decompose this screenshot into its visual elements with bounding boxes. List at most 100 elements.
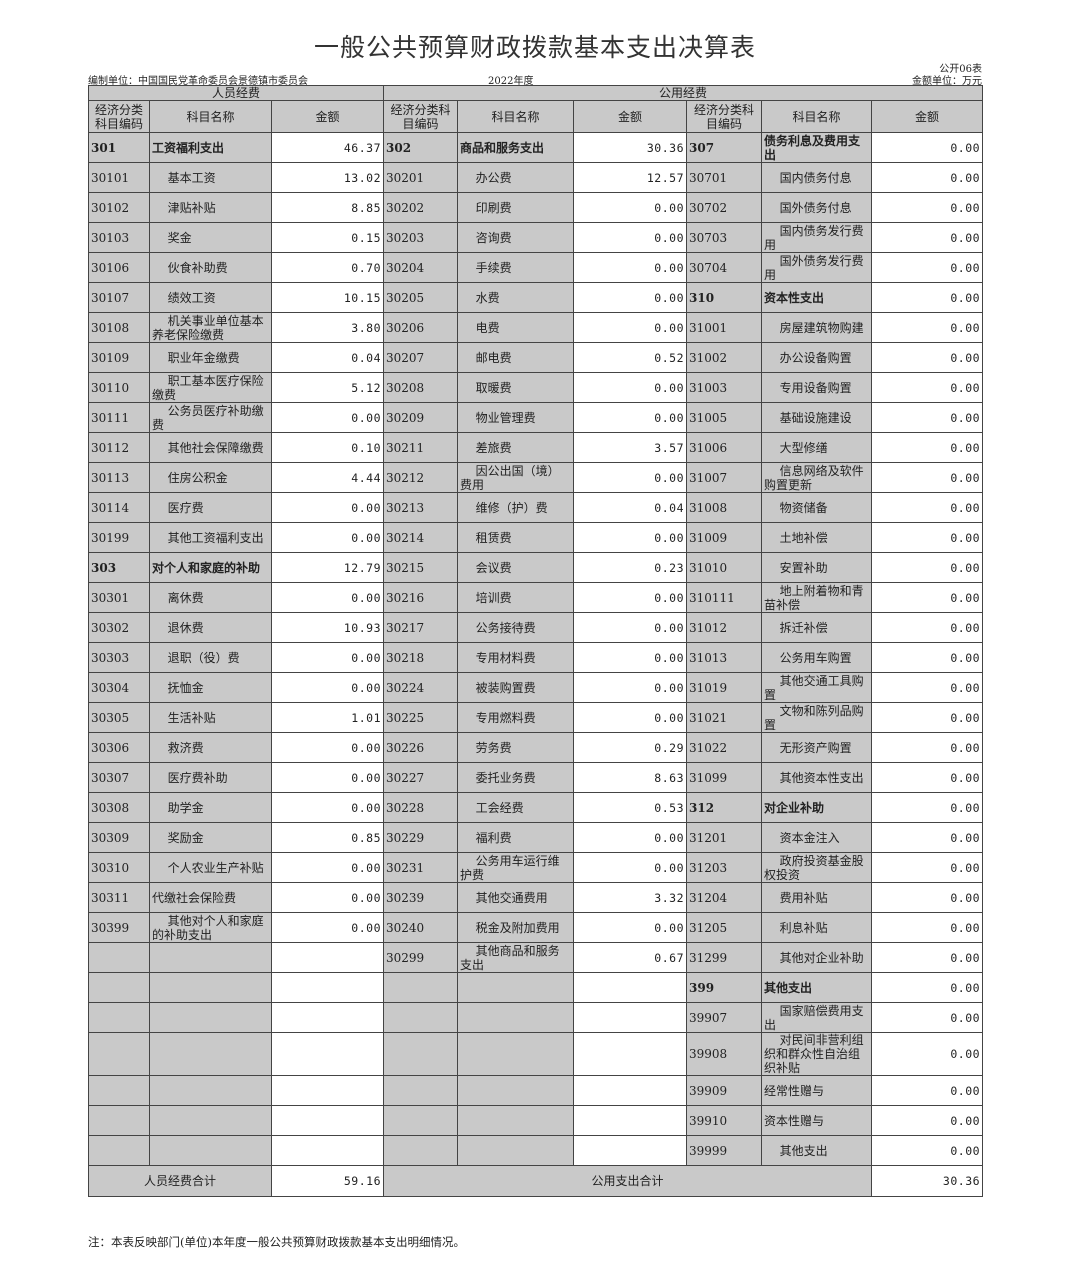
public-total-amount: 30.36 [870, 1165, 984, 1197]
item-name: 退职（役）费 [149, 642, 272, 673]
item-name: 物资储备 [761, 492, 872, 523]
item-name: 生活补贴 [149, 702, 272, 733]
item-code: 312 [686, 792, 762, 823]
item-amount: 0.00 [870, 402, 984, 433]
col-header-code: 经济分类科目编码 [88, 100, 150, 133]
item-name: 公务接待费 [457, 612, 574, 643]
item-code: 30228 [383, 792, 458, 823]
item-amount: 0.00 [573, 912, 687, 943]
item-amount: 0.00 [870, 852, 984, 883]
item-code: 30240 [383, 912, 458, 943]
item-code: 30216 [383, 582, 458, 613]
item-amount: 0.00 [271, 642, 384, 673]
item-name: 培训费 [457, 582, 574, 613]
item-code: 31003 [686, 372, 762, 403]
item-name: 费用补贴 [761, 882, 872, 913]
item-code: 30203 [383, 222, 458, 253]
item-amount: 0.00 [271, 792, 384, 823]
item-amount: 3.80 [271, 312, 384, 343]
item-code [88, 1105, 150, 1136]
item-code: 310 [686, 282, 762, 313]
item-amount: 0.00 [573, 462, 687, 493]
table-row: 399 其他支出 0.00 [88, 972, 984, 1003]
item-amount: 0.00 [870, 672, 984, 703]
item-code: 31205 [686, 912, 762, 943]
item-name: 专用燃料费 [457, 702, 574, 733]
table-row: 30307 医疗费补助 0.00 30227 委托业务费 8.63 31099 其他资本性支出… [88, 762, 984, 793]
expenditure-table: 人员经费 公用经费 经济分类科目编码 科目名称 金额 经济分类科目编码 科目名称… [88, 85, 984, 1197]
table-row: 39907 国家赔偿费用支出 0.00 [88, 1002, 984, 1033]
item-amount: 0.00 [870, 762, 984, 793]
item-code: 30303 [88, 642, 150, 673]
item-amount: 0.00 [870, 972, 984, 1003]
item-amount: 0.00 [870, 282, 984, 313]
table-row: 30111 公务员医疗补助缴费 0.00 30209 物业管理费 0.00 31005 基础设… [88, 402, 984, 433]
item-code: 30310 [88, 852, 150, 883]
item-amount: 0.00 [573, 612, 687, 643]
item-name: 机关事业单位基本养老保险缴费 [149, 312, 272, 343]
item-name: 取暖费 [457, 372, 574, 403]
item-code: 310111 [686, 582, 762, 613]
item-code: 30202 [383, 192, 458, 223]
item-amount: 0.00 [870, 702, 984, 733]
item-code: 30199 [88, 522, 150, 553]
group-header-personnel: 人员经费 [88, 85, 384, 101]
item-name: 房屋建筑物购建 [761, 312, 872, 343]
item-name [457, 1135, 574, 1166]
item-code: 30703 [686, 222, 762, 253]
item-name: 工会经费 [457, 792, 574, 823]
item-amount [573, 1075, 687, 1106]
item-amount: 0.00 [870, 612, 984, 643]
item-code: 31201 [686, 822, 762, 853]
item-code: 30215 [383, 552, 458, 583]
table-row: 30109 职业年金缴费 0.04 30207 邮电费 0.52 31002 办公设备购置 0.… [88, 342, 984, 373]
item-amount: 0.00 [870, 252, 984, 283]
item-amount: 0.00 [271, 882, 384, 913]
item-name: 国家赔偿费用支出 [761, 1002, 872, 1033]
item-code: 30214 [383, 522, 458, 553]
item-code: 31019 [686, 672, 762, 703]
item-amount: 0.23 [573, 552, 687, 583]
item-amount [573, 1002, 687, 1033]
item-amount [573, 972, 687, 1003]
item-code: 31008 [686, 492, 762, 523]
item-amount [271, 1105, 384, 1136]
item-name: 印刷费 [457, 192, 574, 223]
item-name: 奖励金 [149, 822, 272, 853]
item-code: 30212 [383, 462, 458, 493]
item-code: 30702 [686, 192, 762, 223]
item-amount: 0.00 [271, 762, 384, 793]
item-code: 31021 [686, 702, 762, 733]
item-name: 国外债务付息 [761, 192, 872, 223]
item-code: 31001 [686, 312, 762, 343]
item-name: 手续费 [457, 252, 574, 283]
item-amount: 0.00 [870, 222, 984, 253]
item-amount: 0.00 [271, 492, 384, 523]
table-row: 30103 奖金 0.15 30203 咨询费 0.00 30703 国内债务发行费用 0.00 [88, 222, 984, 253]
item-code: 30701 [686, 162, 762, 193]
item-code: 399 [686, 972, 762, 1003]
item-code: 30204 [383, 252, 458, 283]
item-code: 31013 [686, 642, 762, 673]
item-code: 31203 [686, 852, 762, 883]
item-amount: 0.00 [870, 552, 984, 583]
table-row: 30301 离休费 0.00 30216 培训费 0.00 310111 地上附着物和青苗补偿… [88, 582, 984, 613]
group-header-public: 公用经费 [382, 85, 984, 101]
item-code: 31099 [686, 762, 762, 793]
item-amount: 0.00 [870, 522, 984, 553]
item-amount: 0.00 [271, 912, 384, 943]
item-code: 30113 [88, 462, 150, 493]
item-name: 职工基本医疗保险缴费 [149, 372, 272, 403]
item-amount: 0.52 [573, 342, 687, 373]
item-code [383, 1032, 458, 1076]
item-code: 30227 [383, 762, 458, 793]
item-amount: 0.00 [870, 792, 984, 823]
item-code: 39908 [686, 1032, 762, 1076]
item-name: 对企业补助 [761, 792, 872, 823]
col-header-amount: 金额 [271, 100, 384, 133]
col-header-code: 经济分类科目编码 [686, 100, 762, 133]
item-code: 39999 [686, 1135, 762, 1166]
item-amount: 0.00 [573, 642, 687, 673]
item-name: 地上附着物和青苗补偿 [761, 582, 872, 613]
item-code: 30399 [88, 912, 150, 943]
